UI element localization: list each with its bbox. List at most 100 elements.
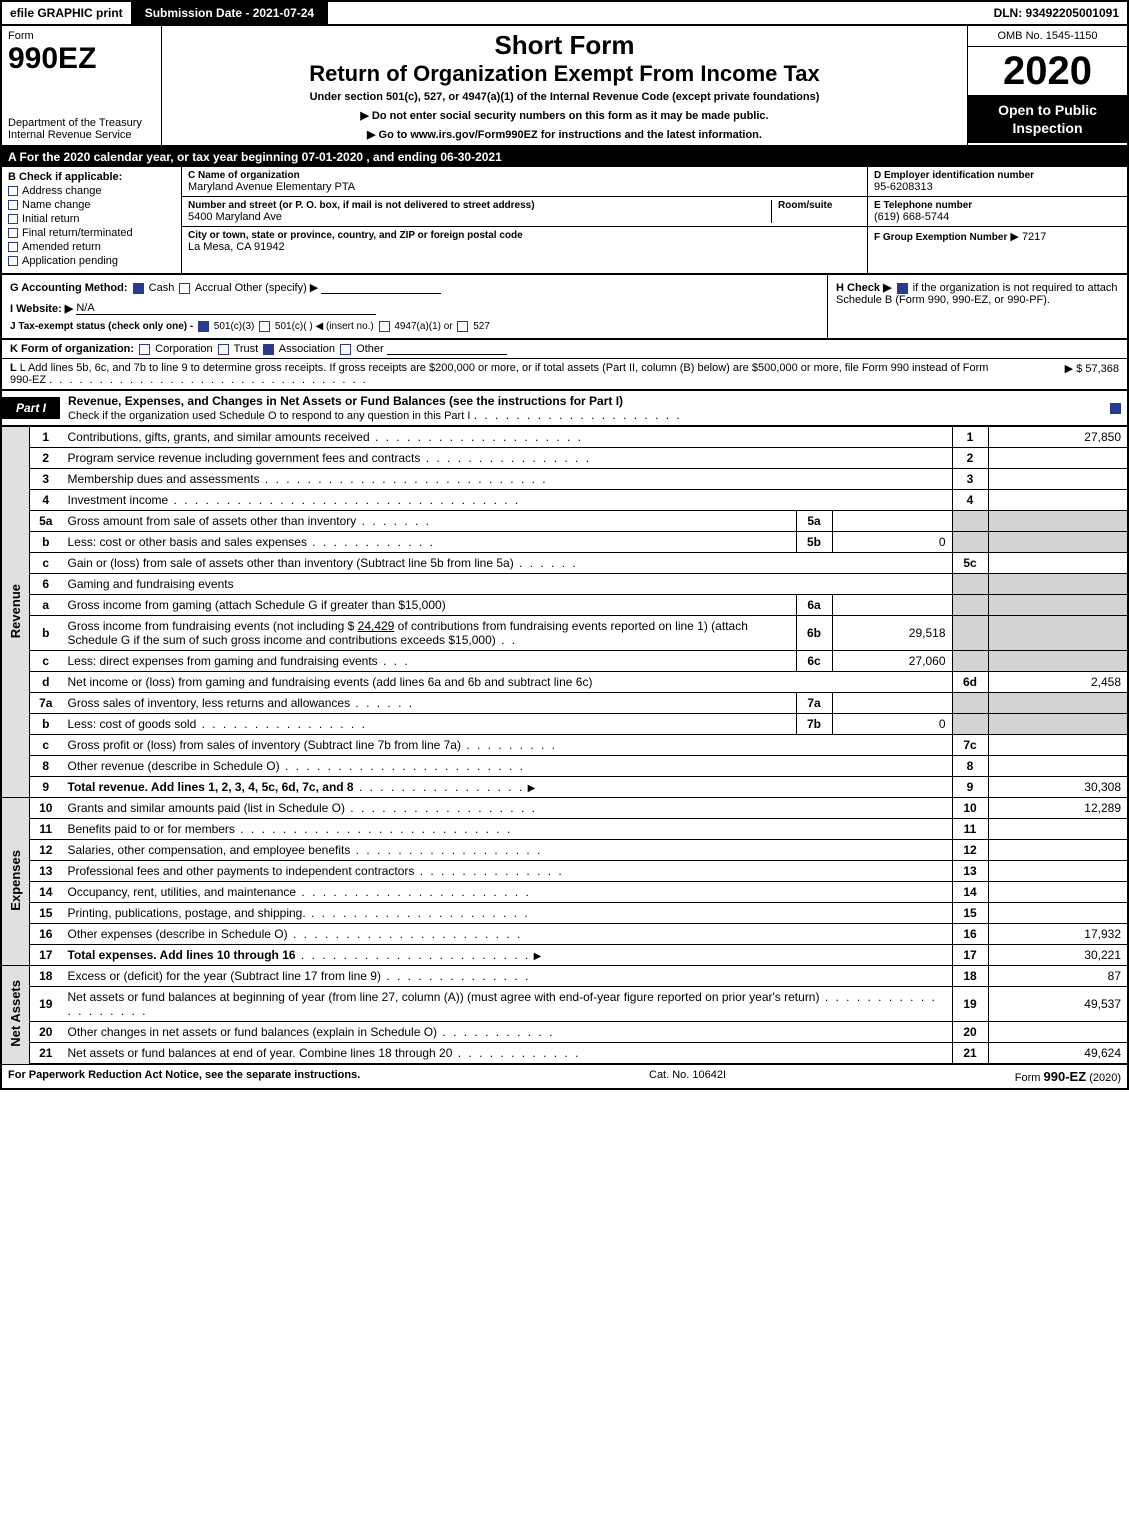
line5b-amount: 0 (832, 532, 952, 553)
submission-date: Submission Date - 2021-07-24 (133, 2, 328, 24)
g-label: G Accounting Method: (10, 282, 128, 294)
line13-amount (988, 861, 1128, 882)
chk-corporation[interactable] (139, 344, 150, 355)
part1-title: Revenue, Expenses, and Changes in Net As… (68, 394, 623, 408)
chk-schedule-o[interactable] (1110, 403, 1121, 414)
dept-label: Department of the Treasury Internal Reve… (8, 117, 155, 141)
line1-amount: 27,850 (988, 427, 1128, 448)
street-address: 5400 Maryland Ave (188, 211, 771, 223)
line10-amount: 12,289 (988, 798, 1128, 819)
expenses-tab: Expenses (1, 798, 30, 966)
chk-name-change[interactable]: Name change (8, 199, 175, 211)
line20-amount (988, 1022, 1128, 1043)
ein-value: 95-6208313 (874, 181, 1121, 193)
line6b-amount: 29,518 (832, 616, 952, 651)
line18-amount: 87 (988, 966, 1128, 987)
dln-label: DLN: 93492205001091 (986, 2, 1127, 24)
line4-amount (988, 490, 1128, 511)
part1-tab: Part I (2, 397, 60, 419)
org-name: Maryland Avenue Elementary PTA (188, 181, 861, 193)
g-other-field[interactable] (321, 293, 441, 294)
under-section: Under section 501(c), 527, or 4947(a)(1)… (170, 91, 959, 103)
addr-label: Number and street (or P. O. box, if mail… (188, 200, 771, 211)
phone-value: (619) 668-5744 (874, 211, 1121, 223)
section-b-label: B Check if applicable: (8, 171, 175, 183)
open-public-badge: Open to Public Inspection (968, 95, 1127, 143)
calendar-year-line: A For the 2020 calendar year, or tax yea… (0, 147, 1129, 167)
omb-number: OMB No. 1545-1150 (968, 26, 1127, 47)
efile-label[interactable]: efile GRAPHIC print (2, 2, 133, 24)
part1-header: Part I Revenue, Expenses, and Changes in… (0, 391, 1129, 427)
group-exemption-value: 7217 (1022, 231, 1046, 243)
chk-527[interactable] (457, 321, 468, 332)
chk-association[interactable] (263, 344, 274, 355)
top-bar: efile GRAPHIC print Submission Date - 20… (0, 0, 1129, 26)
chk-final-return[interactable]: Final return/terminated (8, 227, 175, 239)
g-other-label: Other (specify) ▶ (235, 282, 319, 294)
f-label: F Group Exemption Number (874, 232, 1007, 243)
line7b-amount: 0 (832, 714, 952, 735)
form-header: Form 990EZ Department of the Treasury In… (0, 26, 1129, 147)
line8-amount (988, 756, 1128, 777)
netassets-tab: Net Assets (1, 966, 30, 1065)
short-form-title: Short Form (170, 30, 959, 61)
line19-amount: 49,537 (988, 987, 1128, 1022)
chk-501c3[interactable] (198, 321, 209, 332)
k-label: K Form of organization: (10, 343, 134, 355)
chk-cash[interactable] (133, 283, 144, 294)
d-label: D Employer identification number (874, 170, 1121, 181)
line3-amount (988, 469, 1128, 490)
line2-amount (988, 448, 1128, 469)
h-label: H Check ▶ (836, 282, 892, 294)
return-title: Return of Organization Exempt From Incom… (170, 61, 959, 87)
chk-address-change[interactable]: Address change (8, 185, 175, 197)
chk-amended-return[interactable]: Amended return (8, 241, 175, 253)
footer-left: For Paperwork Reduction Act Notice, see … (8, 1069, 360, 1084)
e-label: E Telephone number (874, 200, 1121, 211)
chk-initial-return[interactable]: Initial return (8, 213, 175, 225)
c-label: C Name of organization (188, 170, 861, 181)
line7a-amount (832, 693, 952, 714)
line9-amount: 30,308 (988, 777, 1128, 798)
city-label: City or town, state or province, country… (188, 230, 861, 241)
chk-trust[interactable] (218, 344, 229, 355)
part1-table: Revenue 1 Contributions, gifts, grants, … (0, 427, 1129, 1065)
kl-block: K Form of organization: Corporation Trus… (0, 340, 1129, 391)
form-word: Form (8, 30, 155, 42)
line6d-amount: 2,458 (988, 672, 1128, 693)
line17-amount: 30,221 (988, 945, 1128, 966)
j-label: J Tax-exempt status (check only one) - (10, 321, 193, 332)
line5c-amount (988, 553, 1128, 574)
revenue-tab: Revenue (1, 427, 30, 798)
entity-block: B Check if applicable: Address change Na… (0, 167, 1129, 275)
chk-application-pending[interactable]: Application pending (8, 255, 175, 267)
line11-amount (988, 819, 1128, 840)
part1-check-line: Check if the organization used Schedule … (68, 410, 470, 422)
form-number: 990EZ (8, 42, 155, 76)
i-label: I Website: ▶ (10, 303, 73, 315)
line7c-amount (988, 735, 1128, 756)
line21-amount: 49,624 (988, 1043, 1128, 1065)
line12-amount (988, 840, 1128, 861)
footer-mid: Cat. No. 10642I (649, 1069, 726, 1084)
city-state-zip: La Mesa, CA 91942 (188, 241, 861, 253)
line6c-amount: 27,060 (832, 651, 952, 672)
chk-501c[interactable] (259, 321, 270, 332)
no-ssn-note: ▶ Do not enter social security numbers o… (170, 109, 959, 122)
page-footer: For Paperwork Reduction Act Notice, see … (0, 1065, 1129, 1090)
section-c: C Name of organization Maryland Avenue E… (182, 167, 867, 273)
tax-year: 2020 (968, 47, 1127, 95)
section-b: B Check if applicable: Address change Na… (2, 167, 182, 273)
arrow-icon: ▶ (1010, 231, 1018, 243)
chk-other-org[interactable] (340, 344, 351, 355)
k-other-field[interactable] (387, 354, 507, 355)
l-text: L L Add lines 5b, 6c, and 7b to line 9 t… (10, 362, 1009, 386)
chk-4947[interactable] (379, 321, 390, 332)
room-label: Room/suite (778, 200, 861, 211)
line5a-amount (832, 511, 952, 532)
website-value: N/A (76, 302, 376, 315)
chk-accrual[interactable] (179, 283, 190, 294)
goto-link[interactable]: ▶ Go to www.irs.gov/Form990EZ for instru… (170, 128, 959, 141)
line15-amount (988, 903, 1128, 924)
chk-h[interactable] (897, 283, 908, 294)
